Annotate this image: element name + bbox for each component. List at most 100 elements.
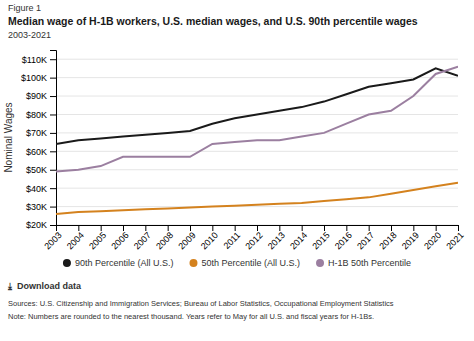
tick-mark [50, 133, 56, 134]
tick: $60K [26, 147, 56, 157]
tick-label: $100K [21, 73, 47, 83]
tick: $30K [26, 202, 56, 212]
tick: $80K [26, 110, 56, 120]
tick: 2010 [199, 225, 220, 251]
tick-label: 2005 [87, 230, 108, 251]
series-line [56, 67, 458, 172]
tick-label: 2010 [199, 230, 220, 251]
y-axis: $20K $30K $40K $50K $60K $70K $80K $90K $100K $11… [21, 51, 57, 231]
tick-mark [50, 188, 56, 189]
tick-mark [50, 78, 56, 79]
figure-label: Figure 1 [8, 3, 41, 13]
tick: 2003 [42, 225, 63, 251]
tick-label: 2014 [288, 230, 309, 251]
legend-swatch [316, 259, 324, 267]
axis-line [50, 51, 57, 226]
tick-label: $20K [26, 220, 47, 230]
tick-label: $30K [26, 202, 47, 212]
plot: $20K $30K $40K $50K $60K $70K $80K $90K $100K $11… [21, 51, 466, 252]
tick: 2016 [333, 225, 354, 251]
title: Median wage of H-1B workers, U.S. median… [8, 15, 418, 27]
tick: 2006 [109, 225, 130, 251]
tick-label: 2008 [154, 230, 175, 251]
tick-mark [50, 96, 56, 97]
tick: 2013 [266, 225, 287, 251]
tick-label: 2021 [444, 230, 465, 251]
tick: $100K [21, 73, 56, 83]
legend-item: 90th Percentile (All U.S.) [63, 258, 174, 268]
tick: 2017 [355, 225, 376, 251]
tick-label: 2007 [132, 230, 153, 251]
tick-mark [50, 151, 56, 152]
grid-line [56, 188, 458, 189]
download-text: ⤓ Download data [7, 281, 82, 291]
legend-swatch [189, 259, 197, 267]
tick-label: $80K [26, 110, 47, 120]
tick: 2012 [243, 225, 264, 251]
tick-mark [50, 59, 56, 60]
tick-label: $110K [22, 55, 47, 65]
tick-label: 2012 [243, 230, 264, 251]
tick-label: 2011 [222, 230, 243, 251]
tick-label: 2003 [42, 230, 63, 251]
tick: $50K [26, 165, 56, 175]
tick-label: $50K [26, 165, 47, 175]
tick-label: 2018 [377, 230, 398, 251]
tick: 2020 [422, 225, 443, 251]
tick: 2021 [444, 225, 465, 251]
subtitle: 2003-2021 [8, 30, 51, 40]
tick-label: 2009 [176, 230, 197, 251]
legend-label: H-1B 50th Percentile [328, 258, 411, 268]
tick-label: 2004 [65, 230, 86, 251]
lines [56, 67, 458, 214]
grid-line [56, 96, 458, 97]
tick: 2018 [377, 225, 398, 251]
tick-label: $60K [26, 147, 47, 157]
tick: 2011 [222, 225, 243, 251]
note-text: Note: Numbers are rounded to the nearest… [8, 312, 374, 321]
tick: 2004 [65, 225, 86, 251]
legend-label: 90th Percentile (All U.S.) [75, 258, 174, 268]
tick: 2008 [154, 225, 175, 251]
tick: 2007 [132, 225, 153, 251]
legend-item: H-1B 50th Percentile [316, 258, 411, 268]
grid-line [56, 77, 458, 78]
tick-mark [50, 114, 56, 115]
tick-mark [50, 170, 56, 171]
grid-line [56, 169, 458, 170]
legend: 90th Percentile (All U.S.) 50th Percentil… [63, 258, 411, 268]
grid-line [56, 206, 458, 207]
y-axis-title: Nominal Wages [3, 102, 14, 172]
tick-label: 2019 [400, 230, 421, 251]
tick-label: 2017 [355, 230, 376, 251]
chart: Figure 1 Median wage of H-1B workers, U.S… [0, 0, 474, 341]
tick: $70K [26, 128, 56, 138]
tick: 2015 [310, 225, 331, 251]
grid-line [56, 132, 458, 133]
series-line [56, 183, 458, 214]
x-axis: 2003200420052006200720082009201020112012… [42, 225, 465, 251]
tick: $90K [26, 91, 56, 101]
tick: 2009 [176, 225, 197, 251]
tick-label: 2013 [266, 230, 287, 251]
tick-label: 2015 [310, 230, 331, 251]
source-text: Sources: U.S. Citizenship and Immigratio… [8, 299, 394, 308]
tick-label: 2016 [333, 230, 354, 251]
tick: 2014 [288, 225, 309, 251]
grid [56, 59, 458, 225]
tick: $40K [26, 184, 56, 194]
tick: $110K [22, 55, 56, 65]
grid-line [56, 59, 458, 60]
legend-swatch [63, 259, 71, 267]
tick-mark [50, 225, 56, 226]
tick-label: 2020 [422, 230, 443, 251]
grid-line [56, 151, 458, 152]
tick: 2019 [400, 225, 421, 251]
tick: 2005 [87, 225, 108, 251]
legend-label: 50th Percentile (All U.S.) [201, 258, 300, 268]
legend-item: 50th Percentile (All U.S.) [189, 258, 300, 268]
tick-label: $90K [26, 91, 47, 101]
tick-label: $70K [26, 128, 47, 138]
tick-label: $40K [26, 184, 47, 194]
tick: $20K [26, 220, 56, 230]
